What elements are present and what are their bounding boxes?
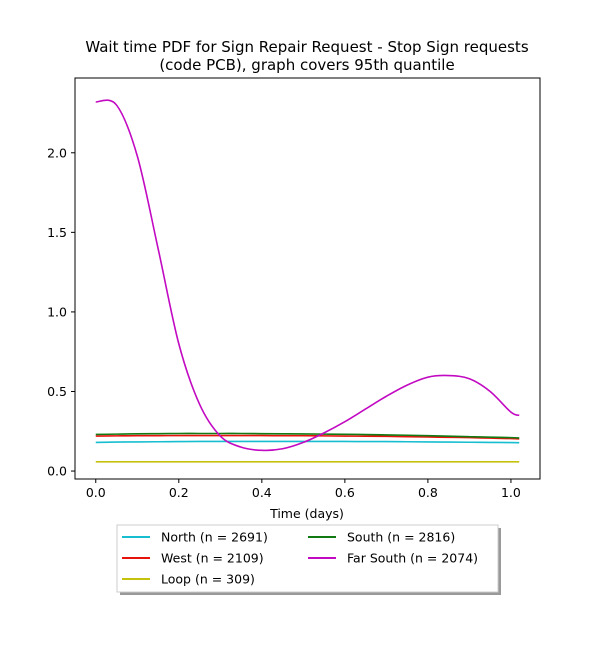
series-line-3 xyxy=(95,432,520,439)
legend: North (n = 2691) West (n = 2109) Loop (n =… xyxy=(116,524,501,595)
series-line-1 xyxy=(95,434,520,440)
y-tick-label: 0.5 xyxy=(47,384,67,399)
y-tick-label: 1.0 xyxy=(47,304,67,319)
x-tick-label: 0.6 xyxy=(335,485,355,500)
plot-area xyxy=(95,99,520,463)
y-tick-label: 0.0 xyxy=(47,464,67,479)
series-line-4 xyxy=(95,99,520,452)
x-tick-label: 1.0 xyxy=(501,485,521,500)
legend-label-2: Loop (n = 309) xyxy=(161,572,255,587)
y-axis: 0.0 0.5 1.0 1.5 2.0 xyxy=(47,145,75,479)
chart-title-line2: (code PCB), graph covers 95th quantile xyxy=(159,56,454,74)
x-axis: 0.0 0.2 0.4 0.6 0.8 1.0 xyxy=(86,479,521,500)
legend-label-3: South (n = 2816) xyxy=(347,530,455,545)
x-axis-label: Time (days) xyxy=(269,506,344,521)
legend-label-0: North (n = 2691) xyxy=(161,530,268,545)
chart-title-line1: Wait time PDF for Sign Repair Request - … xyxy=(85,38,528,56)
legend-label-4: Far South (n = 2074) xyxy=(347,551,478,566)
x-tick-label: 0.0 xyxy=(86,485,106,500)
y-tick-label: 2.0 xyxy=(47,145,67,160)
x-tick-label: 0.8 xyxy=(418,485,438,500)
legend-label-1: West (n = 2109) xyxy=(161,551,264,566)
legend-box xyxy=(116,524,499,593)
series-line-0 xyxy=(95,440,520,444)
x-tick-label: 0.2 xyxy=(169,485,189,500)
x-tick-label: 0.4 xyxy=(252,485,272,500)
plot-frame xyxy=(74,77,541,480)
y-tick-label: 1.5 xyxy=(47,225,67,240)
